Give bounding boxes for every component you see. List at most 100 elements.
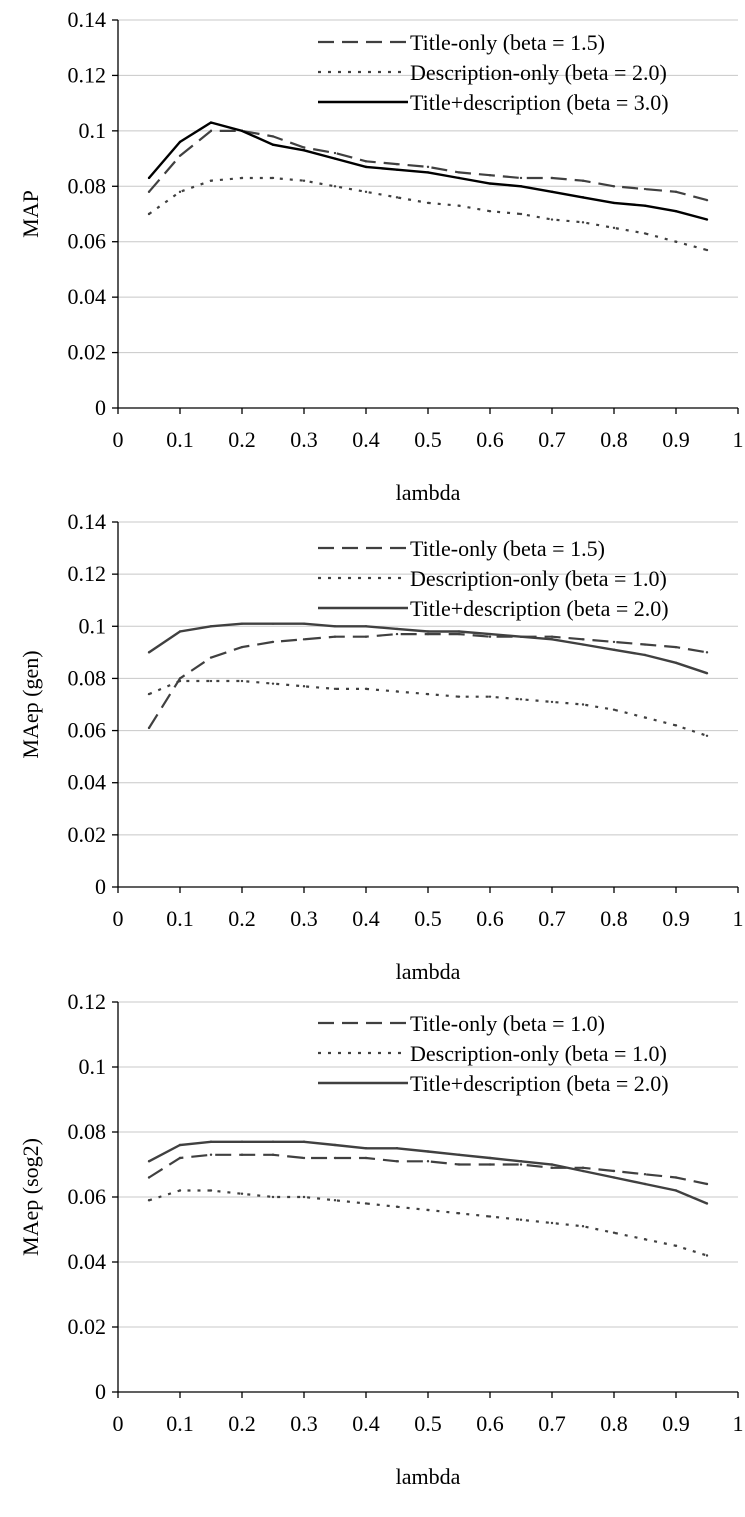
data-point (581, 1166, 585, 1169)
data-point (426, 201, 430, 205)
data-point (395, 690, 399, 693)
x-tick-label: 0 (113, 1411, 124, 1436)
chart-panel-1: 0 0.02 0.04 0.06 0.08 0.1 0.12 0.14 0 0.1 0.2 0.3 0.… (18, 7, 744, 505)
data-point (426, 1160, 430, 1163)
data-point (457, 630, 461, 633)
data-point (395, 627, 399, 631)
data-point (364, 625, 368, 628)
data-point (643, 716, 647, 719)
data-point (271, 143, 275, 146)
data-point (271, 1195, 275, 1199)
data-point (178, 190, 182, 194)
data-point (395, 196, 399, 199)
data-point (488, 210, 492, 213)
data-point (488, 632, 492, 636)
data-point (612, 1231, 616, 1234)
y-axis-title: MAep (gen) (18, 650, 43, 758)
data-point (209, 1140, 213, 1143)
x-tick-label: 0.2 (228, 906, 256, 931)
data-point (302, 1195, 306, 1199)
data-point (705, 651, 709, 654)
data-point (395, 1160, 399, 1163)
series-line-dotted (148, 1189, 708, 1257)
x-tick-label: 0.4 (352, 906, 380, 931)
y-tick-label: 0.06 (68, 718, 107, 743)
legend-label: Description-only (beta = 1.0) (410, 566, 667, 591)
y-tick-label: 0.02 (68, 822, 107, 847)
data-point (271, 176, 275, 180)
data-point (488, 1156, 492, 1160)
data-point (271, 640, 275, 644)
x-tick-label: 0.6 (476, 427, 504, 452)
y-tick-label: 0 (95, 874, 106, 899)
data-point (643, 1173, 647, 1176)
data-point (581, 643, 585, 646)
data-point (240, 176, 244, 180)
series-line-dotted (148, 679, 708, 737)
data-point (209, 656, 213, 659)
x-tick-label: 0.6 (476, 1411, 504, 1436)
data-point (643, 1238, 647, 1241)
x-tick-label: 1 (733, 1411, 744, 1436)
data-point (705, 672, 709, 675)
data-point (674, 210, 678, 213)
data-point (209, 121, 213, 124)
legend-label: Description-only (beta = 1.0) (410, 1041, 667, 1066)
data-point (333, 151, 337, 155)
data-point (612, 1169, 616, 1173)
data-point (643, 187, 647, 191)
data-point (581, 196, 585, 199)
y-tick-label: 0.02 (68, 340, 107, 365)
series-line-dashed (148, 632, 708, 729)
data-point (271, 622, 275, 625)
y-tick-label: 0.06 (68, 1184, 107, 1209)
data-point (705, 1182, 709, 1186)
data-point (519, 185, 523, 188)
x-tick-label: 0.4 (352, 1411, 380, 1436)
x-tick-label: 0.8 (600, 1411, 628, 1436)
data-point (426, 165, 430, 169)
data-point (643, 232, 647, 235)
x-tick-label: 1 (733, 427, 744, 452)
y-tick-label: 0.1 (79, 613, 107, 638)
data-point (364, 190, 368, 194)
data-point (705, 1202, 709, 1205)
data-point (209, 179, 213, 182)
data-point (550, 1163, 554, 1166)
data-point (240, 1153, 244, 1156)
data-point (147, 1160, 151, 1163)
y-tick-label: 0 (95, 395, 106, 420)
data-point (333, 635, 337, 638)
data-point (581, 221, 585, 224)
data-point (519, 176, 523, 180)
data-point (457, 1153, 461, 1156)
data-point (364, 1147, 368, 1150)
legend-label: Title-only (beta = 1.5) (410, 536, 605, 561)
data-point (302, 638, 306, 641)
data-point (612, 226, 616, 230)
x-tick-label: 0.7 (538, 427, 566, 452)
data-point (581, 703, 585, 706)
data-point (674, 240, 678, 243)
data-point (643, 653, 647, 657)
x-tick-label: 0.7 (538, 1411, 566, 1436)
series-line-solid (148, 121, 708, 221)
data-point (271, 1140, 275, 1143)
data-point (674, 724, 678, 727)
data-point (550, 700, 554, 704)
data-point (178, 1156, 182, 1160)
data-point (705, 734, 709, 737)
data-point (302, 685, 306, 688)
data-point (674, 190, 678, 194)
x-tick-label: 0.9 (662, 906, 690, 931)
data-point (643, 204, 647, 207)
x-tick-label: 0.1 (166, 427, 194, 452)
data-point (457, 171, 461, 174)
data-point (488, 182, 492, 185)
legend-label: Title+description (beta = 2.0) (410, 596, 669, 621)
data-point (333, 687, 337, 691)
chart-panel-3: 0 0.02 0.04 0.06 0.08 0.1 0.12 0 0.1 0.2 0.3 0.4 0.5… (18, 989, 744, 1489)
data-point (612, 185, 616, 188)
data-point (302, 149, 306, 152)
data-point (240, 622, 244, 625)
